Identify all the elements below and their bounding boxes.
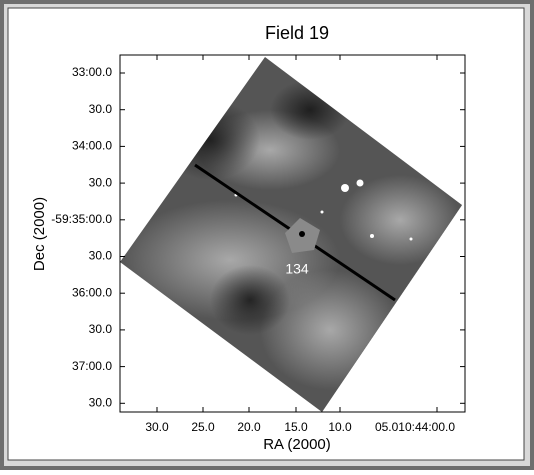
x-tick-label: 25.0 <box>191 420 215 434</box>
y-tick-label: 30.0 <box>89 175 113 189</box>
x-tick-label: 20.0 <box>237 420 261 434</box>
y-tick-label: 33:00.0 <box>72 65 112 79</box>
y-tick-label: 30.0 <box>89 102 113 116</box>
x-tick-label: 05.010:44:00.0 <box>375 420 455 434</box>
y-tick-label: 30.0 <box>89 322 113 336</box>
x-tick-label: 15.0 <box>284 420 308 434</box>
y-tick-label: 37:00.0 <box>72 359 112 373</box>
x-tick-label: 10.0 <box>328 420 352 434</box>
y-tick-label: 34:00.0 <box>72 139 112 153</box>
x-tick-label: 30.0 <box>145 420 169 434</box>
title: Field 19 <box>265 23 329 43</box>
source-center <box>299 231 305 237</box>
y-tick-label: 36:00.0 <box>72 285 112 299</box>
y-tick-label: 30.0 <box>89 249 113 263</box>
source-label: 134 <box>285 261 309 277</box>
y-tick-label: 30.0 <box>89 395 113 409</box>
y-axis-label: Dec (2000) <box>31 197 48 271</box>
plot-frame <box>119 54 466 413</box>
y-tick-label: -59:35:00.0 <box>51 212 112 226</box>
x-axis-label: RA (2000) <box>263 436 331 453</box>
